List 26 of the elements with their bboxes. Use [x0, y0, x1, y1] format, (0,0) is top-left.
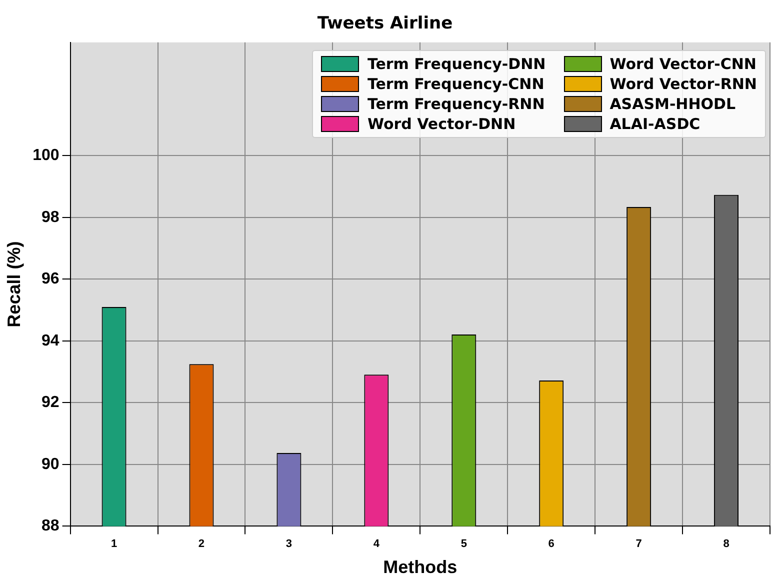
- x-tick-label: 4: [373, 538, 380, 550]
- chart-title: Tweets Airline: [317, 14, 453, 34]
- legend-label: ALAI-ASDC: [610, 115, 700, 134]
- y-tick-label: 88: [42, 518, 60, 535]
- x-axis-title: Methods: [383, 557, 458, 578]
- y-tick-label: 98: [42, 208, 60, 226]
- x-tick-label: 6: [548, 538, 554, 550]
- legend-label: Word Vector-CNN: [610, 55, 756, 74]
- y-tick-label: 90: [42, 456, 60, 473]
- y-tick-label: 96: [42, 270, 60, 288]
- y-axis-title: Recall (%): [4, 241, 24, 328]
- legend-label: Word Vector-RNN: [610, 75, 757, 94]
- y-tick-label: 100: [32, 147, 60, 164]
- x-tick-label: 5: [460, 538, 467, 550]
- x-tick-label: 2: [198, 538, 205, 550]
- legend-label: Word Vector-DNN: [367, 115, 516, 134]
- x-tick-label: 3: [286, 538, 292, 550]
- x-tick-label: 7: [636, 538, 642, 550]
- legend-label: ASASM-HHODL: [610, 95, 736, 114]
- x-tick-label: 8: [723, 538, 730, 550]
- x-tick-label: 1: [110, 538, 118, 550]
- legend-label: Term Frequency-RNN: [367, 95, 545, 114]
- legend-label: Term Frequency-DNN: [367, 55, 546, 74]
- y-tick-label: 94: [42, 332, 60, 350]
- legend-label: Term Frequency-CNN: [367, 75, 544, 94]
- y-tick-label: 92: [42, 394, 60, 412]
